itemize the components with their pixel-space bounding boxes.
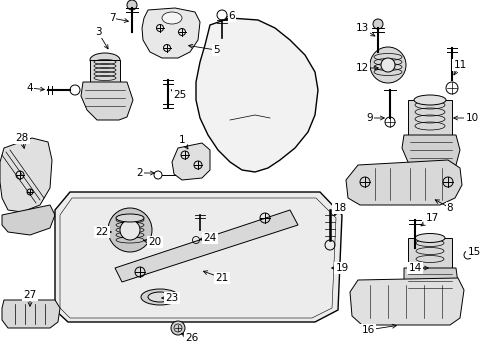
Polygon shape [196, 18, 317, 172]
Circle shape [171, 321, 184, 335]
Bar [407, 100, 451, 135]
Text: 22: 22 [95, 227, 108, 237]
Circle shape [127, 0, 137, 10]
Text: 10: 10 [465, 113, 478, 123]
Text: 19: 19 [335, 263, 348, 273]
Circle shape [120, 220, 140, 240]
Ellipse shape [116, 214, 143, 222]
Text: 12: 12 [355, 63, 368, 73]
Polygon shape [0, 138, 52, 212]
Text: 11: 11 [452, 60, 466, 70]
Text: 21: 21 [215, 273, 228, 283]
Ellipse shape [162, 12, 182, 24]
Polygon shape [403, 268, 457, 293]
Ellipse shape [414, 234, 444, 243]
Text: 15: 15 [467, 247, 480, 257]
Polygon shape [346, 160, 461, 205]
Text: 3: 3 [95, 27, 101, 37]
Polygon shape [2, 300, 60, 328]
Text: 17: 17 [425, 213, 438, 223]
Circle shape [372, 19, 382, 29]
Circle shape [108, 208, 152, 252]
Text: 20: 20 [148, 237, 161, 247]
Text: 27: 27 [23, 290, 37, 300]
Text: 23: 23 [165, 293, 178, 303]
Circle shape [380, 58, 394, 72]
Text: 25: 25 [173, 90, 186, 100]
Text: 26: 26 [185, 333, 198, 343]
Text: 13: 13 [355, 23, 368, 33]
Text: 2: 2 [137, 168, 143, 178]
Text: 6: 6 [228, 11, 235, 21]
Polygon shape [115, 210, 297, 282]
Ellipse shape [90, 53, 120, 67]
Ellipse shape [141, 289, 179, 305]
Polygon shape [142, 8, 200, 58]
Ellipse shape [413, 95, 445, 105]
Text: 28: 28 [15, 133, 29, 143]
Polygon shape [81, 82, 133, 120]
Bar [90, 60, 120, 82]
Polygon shape [55, 192, 341, 322]
Text: 4: 4 [27, 83, 33, 93]
Circle shape [369, 47, 405, 83]
Bar [407, 238, 451, 268]
Text: 9: 9 [366, 113, 372, 123]
Polygon shape [349, 278, 463, 325]
Text: 14: 14 [407, 263, 421, 273]
Text: 1: 1 [178, 135, 185, 145]
Text: 8: 8 [446, 203, 452, 213]
Polygon shape [2, 205, 55, 235]
Polygon shape [172, 143, 209, 180]
Text: 16: 16 [361, 325, 374, 335]
Polygon shape [401, 135, 459, 170]
Ellipse shape [148, 292, 172, 302]
Text: 18: 18 [333, 203, 346, 213]
Text: 24: 24 [203, 233, 216, 243]
Text: 5: 5 [212, 45, 219, 55]
Text: 7: 7 [108, 13, 115, 23]
